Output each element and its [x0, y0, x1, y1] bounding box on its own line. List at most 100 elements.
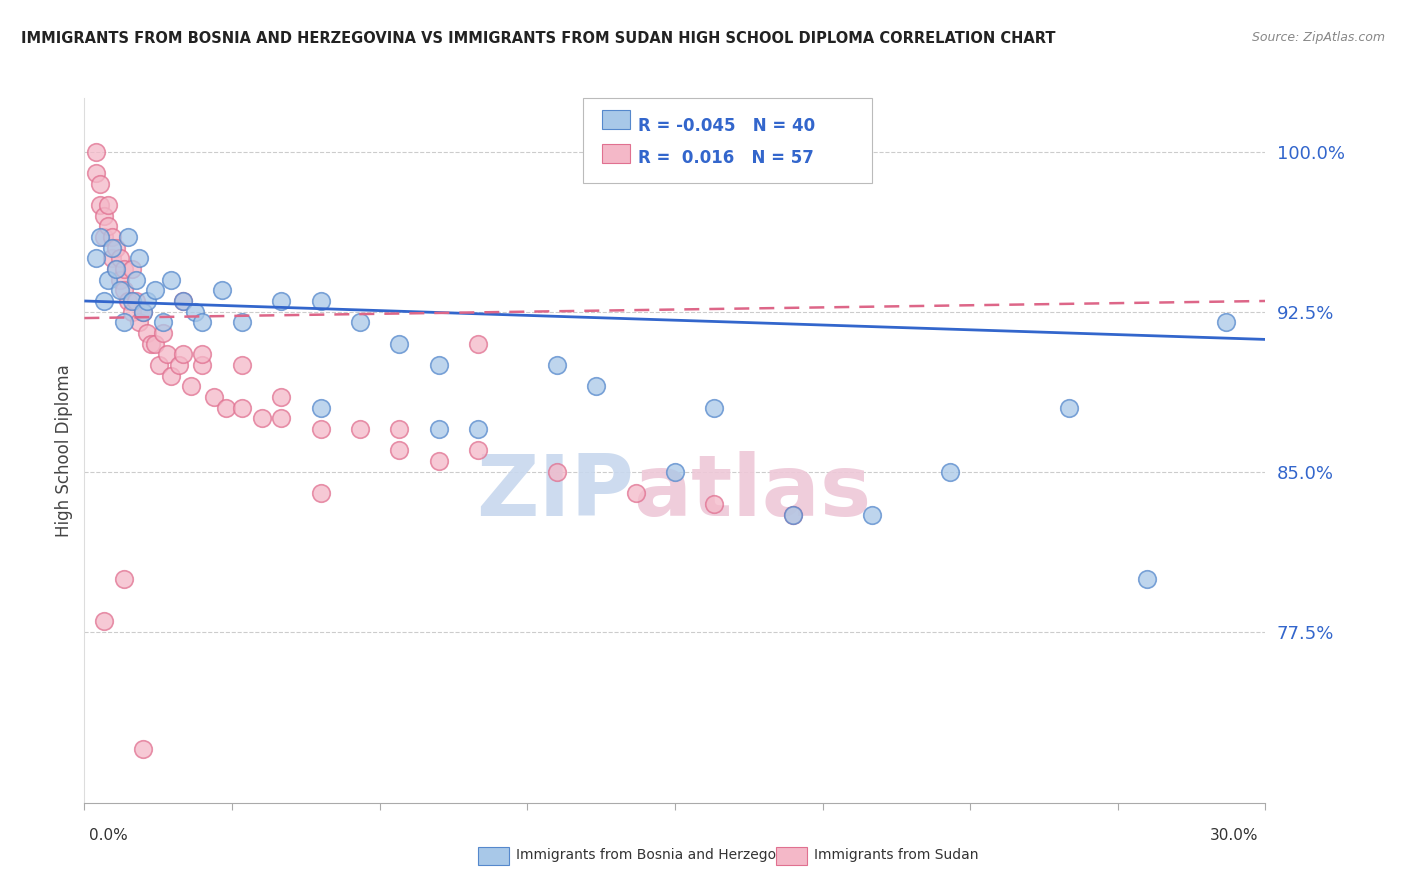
Point [172, 293, 194, 308]
Point [172, 293, 194, 308]
Point [128, 315, 150, 329]
Point [104, 262, 127, 277]
Point [89, 177, 111, 191]
Point [152, 326, 174, 340]
Point [191, 358, 214, 372]
Point [93, 615, 115, 629]
Point [939, 465, 962, 479]
Text: Immigrants from Bosnia and Herzegovina: Immigrants from Bosnia and Herzegovina [516, 847, 806, 862]
Point [467, 422, 489, 436]
Point [309, 401, 332, 415]
Point [93, 209, 115, 223]
Point [108, 272, 131, 286]
Point [121, 293, 143, 308]
Point [93, 293, 115, 308]
Point [121, 304, 143, 318]
Point [183, 304, 205, 318]
Point [546, 358, 568, 372]
Point [108, 283, 131, 297]
Point [136, 293, 159, 308]
Point [546, 465, 568, 479]
Point [309, 486, 332, 500]
Point [427, 422, 450, 436]
Point [624, 486, 647, 500]
Point [132, 304, 155, 318]
Point [231, 358, 253, 372]
Point [191, 315, 214, 329]
Text: 30.0%: 30.0% [1211, 828, 1258, 843]
Point [132, 304, 155, 318]
Point [89, 198, 111, 212]
Point [112, 315, 135, 329]
Point [250, 411, 273, 425]
Point [782, 508, 804, 522]
Point [703, 401, 725, 415]
Point [104, 241, 127, 255]
Y-axis label: High School Diploma: High School Diploma [55, 364, 73, 537]
Text: Source: ZipAtlas.com: Source: ZipAtlas.com [1251, 31, 1385, 45]
Point [270, 390, 292, 404]
Point [467, 443, 489, 458]
Point [180, 379, 202, 393]
Point [388, 443, 411, 458]
Point [1136, 572, 1159, 586]
Point [124, 293, 146, 308]
Point [270, 293, 292, 308]
Point [231, 401, 253, 415]
Point [427, 454, 450, 468]
Point [152, 315, 174, 329]
Point [388, 422, 411, 436]
Point [349, 315, 371, 329]
Text: R = -0.045   N = 40: R = -0.045 N = 40 [638, 117, 815, 135]
Point [143, 336, 166, 351]
Text: atlas: atlas [634, 451, 872, 534]
Point [148, 358, 170, 372]
Point [211, 283, 233, 297]
Point [108, 252, 131, 266]
Point [191, 347, 214, 361]
Point [117, 230, 139, 244]
Point [84, 145, 107, 159]
Point [1215, 315, 1237, 329]
Point [136, 326, 159, 340]
Point [97, 272, 120, 286]
Point [97, 219, 120, 234]
Point [664, 465, 686, 479]
Point [112, 262, 135, 277]
Text: Immigrants from Sudan: Immigrants from Sudan [814, 847, 979, 862]
Point [1057, 401, 1080, 415]
Point [112, 283, 135, 297]
Point [427, 358, 450, 372]
Point [270, 411, 292, 425]
Point [309, 422, 332, 436]
Point [782, 508, 804, 522]
Point [585, 379, 607, 393]
Point [101, 252, 124, 266]
Point [121, 262, 143, 277]
Point [467, 336, 489, 351]
Text: ZIP: ZIP [475, 451, 634, 534]
Point [101, 241, 124, 255]
Text: 0.0%: 0.0% [89, 828, 128, 843]
Point [309, 293, 332, 308]
Point [202, 390, 225, 404]
Point [388, 336, 411, 351]
Point [93, 230, 115, 244]
Point [132, 742, 155, 756]
Point [167, 358, 190, 372]
Point [141, 336, 163, 351]
Point [160, 272, 183, 286]
Text: R =  0.016   N = 57: R = 0.016 N = 57 [638, 149, 814, 167]
Point [124, 272, 146, 286]
Point [128, 252, 150, 266]
Point [215, 401, 238, 415]
Point [97, 198, 120, 212]
Point [143, 283, 166, 297]
Point [84, 166, 107, 180]
Point [117, 293, 139, 308]
Point [860, 508, 883, 522]
Point [112, 572, 135, 586]
Point [104, 262, 127, 277]
Point [349, 422, 371, 436]
Point [156, 347, 179, 361]
